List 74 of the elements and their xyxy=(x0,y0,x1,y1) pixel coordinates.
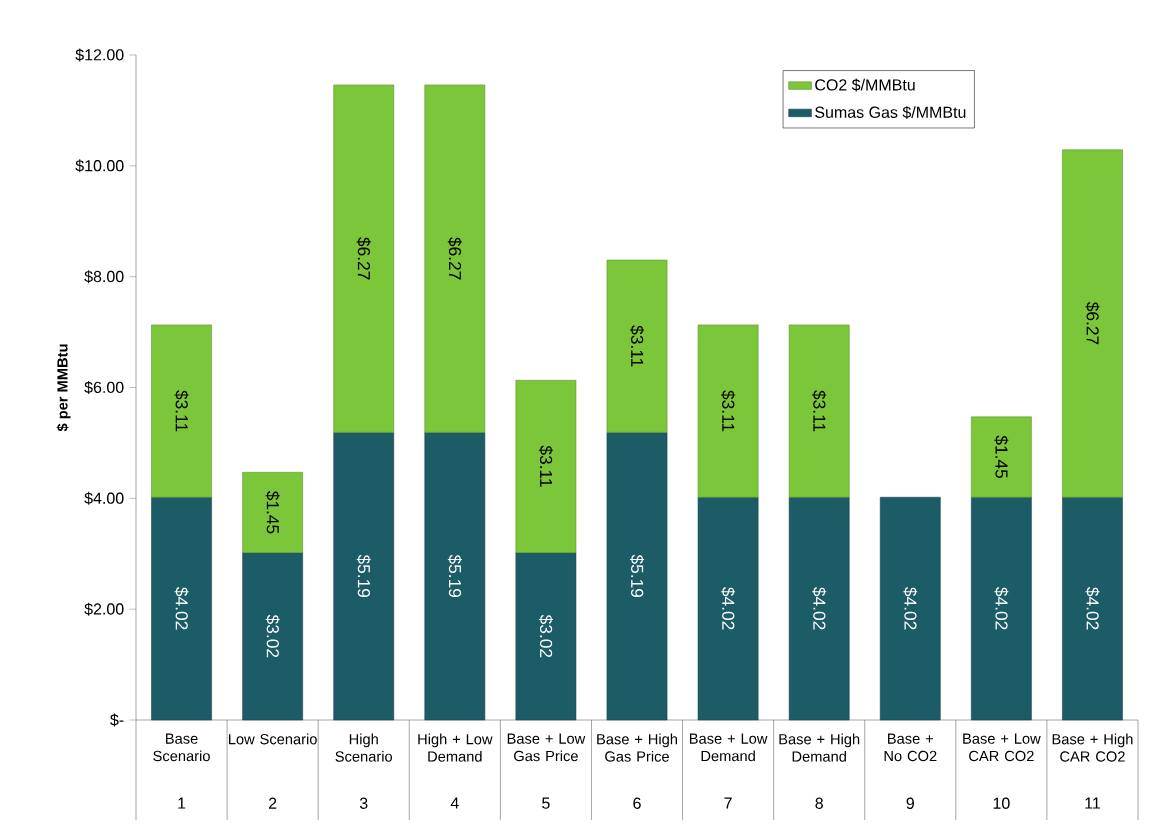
bar xyxy=(515,380,577,553)
bar xyxy=(151,324,212,498)
text: 5 xyxy=(542,797,550,809)
text: 11 xyxy=(1085,797,1100,809)
data-label: $5.19 xyxy=(356,554,371,598)
data-label: $1.45 xyxy=(265,490,280,534)
bar xyxy=(879,496,941,721)
data-label: $5.19 xyxy=(630,554,645,598)
x-tick-label: Base + Low Demand xyxy=(689,733,768,762)
y-tick-label: $12.00 xyxy=(75,48,124,62)
data-label: $4.02 xyxy=(994,587,1009,630)
bar xyxy=(333,432,395,721)
bar xyxy=(697,496,759,721)
text: 6 xyxy=(633,797,641,809)
y-tick-label: $2.00 xyxy=(84,602,124,616)
x-tick-label: Low Scenario xyxy=(229,733,317,745)
bar xyxy=(242,552,303,721)
data-label: $6.27 xyxy=(1085,301,1100,345)
legend-label: Sumas Gas $/MMBtu xyxy=(815,105,966,119)
legend-label: CO2 $/MMBtu xyxy=(815,78,915,92)
x-tick-label: High + Low Demand xyxy=(418,733,493,762)
bar xyxy=(606,259,668,433)
y-tick-label: $- xyxy=(110,713,124,727)
text: 9 xyxy=(906,797,914,809)
bar xyxy=(151,496,212,721)
y-tick-label: $4.00 xyxy=(84,491,124,505)
data-label: $6.27 xyxy=(447,237,462,280)
data-label: $3.11 xyxy=(174,390,189,432)
data-label: $3.11 xyxy=(630,325,645,367)
bar xyxy=(333,84,395,433)
bar xyxy=(1062,149,1123,498)
text: 3 xyxy=(359,797,368,809)
data-label: $4.02 xyxy=(721,587,736,630)
bar xyxy=(424,84,486,433)
x-tick-label: High Scenario xyxy=(335,733,393,762)
bar xyxy=(971,416,1032,498)
x-tick-label: Base + High Demand xyxy=(779,733,860,762)
data-label: $5.19 xyxy=(447,554,462,598)
text: 1 xyxy=(178,797,186,809)
x-tick-label: Base + High CAR CO2 xyxy=(1052,733,1133,762)
text: 10 xyxy=(993,797,1010,809)
bar xyxy=(697,324,759,498)
y-tick-label: $8.00 xyxy=(84,270,124,284)
x-tick-label: Base Scenario xyxy=(153,733,210,762)
bar xyxy=(788,324,850,498)
text: 4 xyxy=(450,797,459,809)
data-label: $4.02 xyxy=(1085,587,1100,630)
data-label: $3.11 xyxy=(812,390,827,432)
bar xyxy=(515,552,577,721)
bar xyxy=(242,472,303,553)
bar xyxy=(1062,496,1123,721)
data-label: $1.45 xyxy=(994,435,1009,478)
x-tick-label: Base + Low CAR CO2 xyxy=(963,733,1041,762)
y-axis-title: $ per MMBtu xyxy=(56,344,71,432)
data-label: $3.02 xyxy=(538,614,553,658)
text: 8 xyxy=(815,797,823,809)
data-label: $4.02 xyxy=(903,587,918,630)
text: 7 xyxy=(724,797,732,809)
bar xyxy=(971,496,1032,721)
x-tick-label: Base + No CO2 xyxy=(884,733,937,762)
data-label: $4.02 xyxy=(812,587,827,630)
y-tick-label: $10.00 xyxy=(75,159,124,173)
data-label: $3.11 xyxy=(538,445,553,487)
data-label: $3.02 xyxy=(265,614,280,658)
data-label: $4.02 xyxy=(174,587,189,630)
data-label: $3.11 xyxy=(721,390,736,432)
y-tick-label: $6.00 xyxy=(84,381,124,394)
x-tick-label: Base + Low Gas Price xyxy=(507,733,586,762)
text: 2 xyxy=(268,797,277,809)
bar xyxy=(606,432,668,721)
bar xyxy=(788,496,850,721)
bar xyxy=(424,432,486,721)
x-tick-label: Base + High Gas Price xyxy=(597,733,677,762)
data-label: $6.27 xyxy=(356,237,371,280)
